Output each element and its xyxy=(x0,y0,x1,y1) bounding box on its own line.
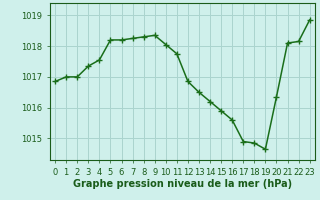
X-axis label: Graphe pression niveau de la mer (hPa): Graphe pression niveau de la mer (hPa) xyxy=(73,179,292,189)
